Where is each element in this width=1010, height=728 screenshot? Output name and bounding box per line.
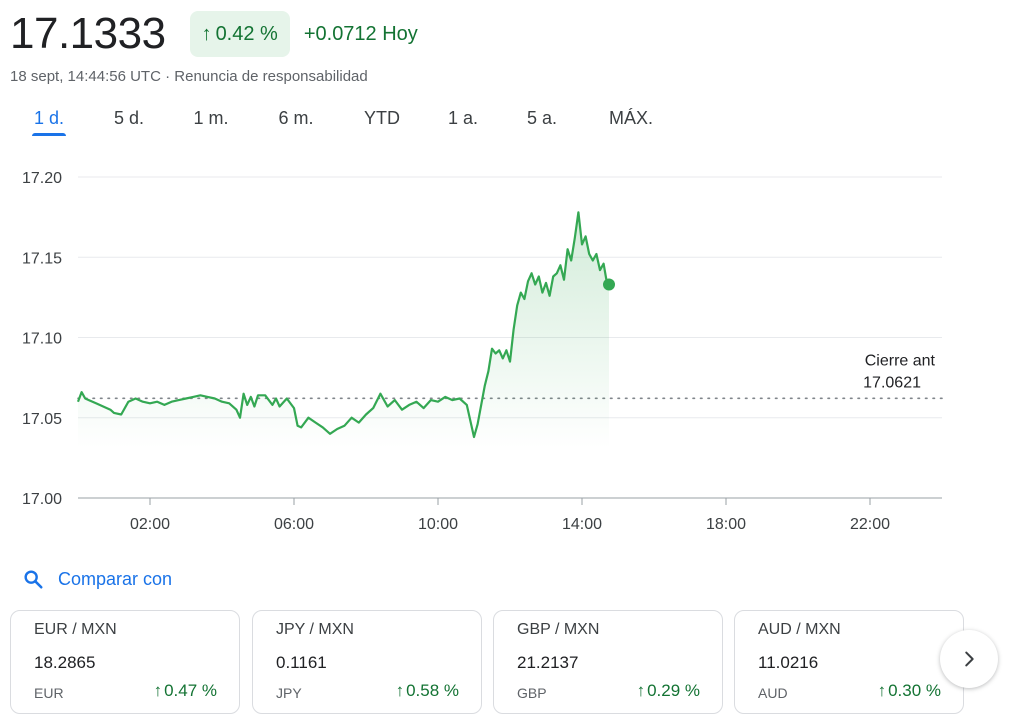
- currency-change-value: 0.29 %: [647, 681, 700, 700]
- currency-value: 11.0216: [758, 653, 819, 672]
- x-tick-label: 22:00: [850, 516, 890, 533]
- tab-6m[interactable]: 6 m.: [278, 108, 314, 128]
- range-tabs: 1 d. 5 d. 1 m. 6 m. YTD 1 a. 5 a. MÁX.: [0, 104, 700, 140]
- y-tick-label: 17.20: [22, 170, 62, 187]
- tab-ytd[interactable]: YTD: [364, 108, 400, 128]
- currency-code: JPY: [276, 685, 302, 701]
- currency-change-value: 0.58 %: [406, 681, 459, 700]
- next-cards-button[interactable]: [940, 630, 998, 688]
- currency-code: EUR: [34, 685, 64, 701]
- x-tick-label: 06:00: [274, 516, 314, 533]
- arrow-up-icon: ↑: [636, 681, 646, 700]
- arrow-up-icon: ↑: [201, 22, 212, 45]
- price-header: 17.1333 ↑ 0.42 % +0.0712 Hoy: [10, 8, 418, 60]
- currency-card-eur[interactable]: EUR / MXN 18.2865 EUR ↑ 0.47 %: [10, 610, 240, 714]
- disclaimer-link[interactable]: Renuncia de responsabilidad: [174, 68, 368, 85]
- current-price: 17.1333: [10, 9, 166, 58]
- tab-max[interactable]: MÁX.: [608, 108, 653, 128]
- currency-card-gbp[interactable]: GBP / MXN 21.2137 GBP ↑ 0.29 %: [493, 610, 723, 714]
- x-tick-label: 10:00: [418, 516, 458, 533]
- y-tick-label: 17.15: [22, 250, 62, 267]
- currency-value: 21.2137: [517, 653, 579, 672]
- absolute-change: +0.0712 Hoy: [303, 22, 418, 45]
- price-area: [78, 212, 609, 448]
- x-tick-label: 18:00: [706, 516, 746, 533]
- y-tick-label: 17.05: [22, 411, 62, 428]
- currency-change-value: 0.30 %: [888, 681, 941, 700]
- arrow-up-icon: ↑: [877, 681, 887, 700]
- price-line: [76, 211, 609, 439]
- tab-1d[interactable]: 1 d.: [32, 104, 66, 136]
- currency-value: 0.1161: [276, 653, 327, 672]
- percent-change-value: 0.42 %: [215, 22, 278, 45]
- tab-5d[interactable]: 5 d.: [113, 108, 145, 128]
- currency-value: 18.2865: [34, 653, 96, 672]
- chevron-right-icon: [965, 651, 974, 667]
- arrow-up-icon: ↑: [395, 681, 405, 700]
- x-tick-label: 02:00: [130, 516, 170, 533]
- timestamp-line: 18 sept, 14:44:56 UTC · Renuncia de resp…: [10, 68, 368, 85]
- tab-1y[interactable]: 1 a.: [447, 108, 479, 128]
- currency-pair: JPY / MXN: [276, 621, 354, 638]
- percent-change-badge: ↑ 0.42 %: [189, 11, 290, 57]
- search-icon: [24, 570, 43, 589]
- price-chart[interactable]: 17.20 17.15 17.10 17.05 17.00 02:00 06:00 10:00…: [0, 150, 1010, 550]
- currency-card-jpy[interactable]: JPY / MXN 0.1161 JPY ↑ 0.58 %: [252, 610, 482, 714]
- current-point: [603, 278, 615, 291]
- currency-change: ↑ 0.58 %: [396, 681, 459, 701]
- currency-change-value: 0.47 %: [164, 681, 217, 700]
- currency-code: GBP: [517, 685, 547, 701]
- currency-change: ↑ 0.30 %: [878, 681, 941, 701]
- timestamp: 18 sept, 14:44:56 UTC ·: [10, 68, 175, 85]
- prev-close-label: Cierre ant: [865, 352, 936, 369]
- currency-card-aud[interactable]: AUD / MXN 11.0216 AUD ↑ 0.30 %: [734, 610, 964, 714]
- compare-label: Comparar con: [58, 568, 173, 589]
- tab-5y[interactable]: 5 a.: [526, 108, 558, 128]
- related-currencies: EUR / MXN 18.2865 EUR ↑ 0.47 % JPY / MXN …: [10, 610, 1000, 716]
- currency-pair: AUD / MXN: [758, 621, 841, 638]
- prev-close-value: 17.0621: [863, 374, 921, 391]
- y-tick-label: 17.00: [22, 491, 62, 508]
- currency-pair: GBP / MXN: [517, 621, 600, 638]
- compare-button[interactable]: Comparar con: [22, 564, 172, 594]
- arrow-up-icon: ↑: [153, 681, 163, 700]
- x-tick-label: 14:00: [562, 516, 602, 533]
- currency-pair: EUR / MXN: [34, 621, 117, 638]
- y-tick-label: 17.10: [22, 331, 62, 348]
- currency-change: ↑ 0.29 %: [637, 681, 700, 701]
- tab-1m[interactable]: 1 m.: [193, 108, 229, 128]
- currency-change: ↑ 0.47 %: [154, 681, 217, 701]
- currency-code: AUD: [758, 685, 788, 701]
